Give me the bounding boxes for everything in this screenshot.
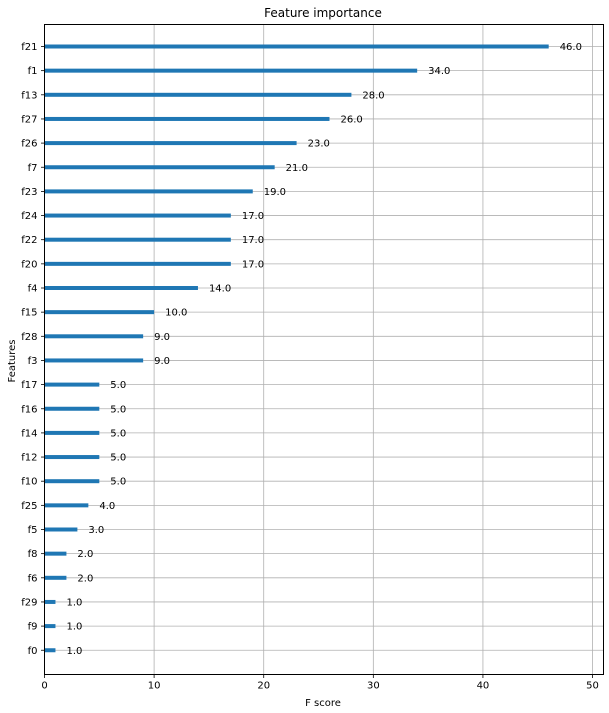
- y-tick-label-f5: f5: [28, 525, 38, 536]
- x-tick-label: 40: [477, 681, 490, 692]
- grid: [44, 24, 604, 675]
- x-tick-label: 30: [367, 681, 380, 692]
- bar-f28: [44, 334, 144, 339]
- y-tick-label-f15: f15: [21, 308, 37, 319]
- y-tick-label-f9: f9: [28, 622, 38, 633]
- y-tick-label-f16: f16: [21, 404, 37, 415]
- y-tick-label-f23: f23: [21, 187, 37, 198]
- bar-f13: [44, 92, 352, 97]
- value-label-f4: 14.0: [209, 284, 231, 295]
- x-axis-title: F score: [305, 698, 341, 709]
- value-label-f13: 28.0: [362, 90, 384, 101]
- bar-f0: [44, 648, 56, 653]
- y-tick-label-f27: f27: [21, 114, 37, 125]
- value-label-f15: 10.0: [165, 308, 187, 319]
- bar-f1: [44, 68, 418, 73]
- bar-f9: [44, 624, 56, 629]
- y-tick-label-f17: f17: [21, 380, 37, 391]
- bar-f24: [44, 213, 231, 218]
- bar-f10: [44, 479, 100, 484]
- y-tick-label-f20: f20: [21, 259, 37, 270]
- x-tick-label: 10: [148, 681, 161, 692]
- value-label-f22: 17.0: [242, 235, 264, 246]
- x-tick-label: 50: [586, 681, 599, 692]
- value-label-f27: 26.0: [340, 114, 362, 125]
- bar-f23: [44, 189, 253, 194]
- y-tick-label-f24: f24: [21, 211, 37, 222]
- value-label-f24: 17.0: [242, 211, 264, 222]
- x-tick-label: 0: [41, 681, 47, 692]
- y-tick-label-f10: f10: [21, 477, 37, 488]
- value-label-f28: 9.0: [154, 332, 170, 343]
- value-label-f10: 5.0: [110, 477, 126, 488]
- value-labels: 46.0 34.0 28.0 26.0 23.0 21.0 19.0 17.0 17.0 17.0…: [66, 42, 582, 657]
- bar-f16: [44, 406, 100, 411]
- value-label-f21: 46.0: [560, 42, 582, 53]
- value-label-f29: 1.0: [66, 597, 82, 608]
- value-label-f3: 9.0: [154, 356, 170, 367]
- y-axis-ticks: f21 f1 f13 f27 f26 f7 f23 f24 f22 f20 f4 f15 f28 f3 f1…: [21, 42, 45, 657]
- y-tick-label-f0: f0: [28, 646, 38, 657]
- y-tick-label-f14: f14: [21, 428, 37, 439]
- bar-f25: [44, 503, 89, 508]
- y-tick-label-f21: f21: [21, 42, 37, 53]
- bar-f21: [44, 44, 549, 49]
- bar-f22: [44, 237, 231, 242]
- bar-f15: [44, 310, 155, 315]
- y-tick-label-f25: f25: [21, 501, 37, 512]
- value-label-f14: 5.0: [110, 428, 126, 439]
- bar-f8: [44, 551, 67, 556]
- value-label-f8: 2.0: [77, 549, 93, 560]
- bar-f17: [44, 382, 100, 387]
- x-axis-ticks: 0 10 20 30 40 50: [41, 674, 599, 692]
- y-tick-label-f13: f13: [21, 90, 37, 101]
- bar-f5: [44, 527, 78, 532]
- y-tick-label-f29: f29: [21, 597, 37, 608]
- bar-f14: [44, 430, 100, 435]
- value-label-f23: 19.0: [264, 187, 286, 198]
- y-tick-label-f22: f22: [21, 235, 37, 246]
- bars: [44, 44, 549, 653]
- y-tick-label-f12: f12: [21, 453, 37, 464]
- y-tick-label-f7: f7: [28, 163, 38, 174]
- value-label-f16: 5.0: [110, 404, 126, 415]
- y-tick-label-f3: f3: [28, 356, 38, 367]
- y-tick-label-f6: f6: [28, 573, 38, 584]
- value-label-f1: 34.0: [428, 66, 450, 77]
- y-tick-label-f28: f28: [21, 332, 37, 343]
- value-label-f25: 4.0: [99, 501, 115, 512]
- y-tick-label-f26: f26: [21, 139, 37, 150]
- bar-f29: [44, 599, 56, 604]
- chart-title: Feature importance: [264, 6, 382, 20]
- y-tick-label-f8: f8: [28, 549, 38, 560]
- bar-f4: [44, 286, 198, 290]
- bar-f6: [44, 575, 67, 580]
- bar-f7: [44, 165, 275, 170]
- x-tick-label: 20: [257, 681, 270, 692]
- value-label-f7: 21.0: [286, 163, 308, 174]
- bar-f26: [44, 141, 297, 146]
- y-tick-label-f4: f4: [28, 284, 38, 295]
- bar-f12: [44, 455, 100, 460]
- value-label-f17: 5.0: [110, 380, 126, 391]
- y-axis-title: Features: [7, 340, 18, 383]
- value-label-f20: 17.0: [242, 259, 264, 270]
- value-label-f6: 2.0: [77, 573, 93, 584]
- bar-f27: [44, 116, 330, 121]
- value-label-f5: 3.0: [88, 525, 104, 536]
- value-label-f0: 1.0: [66, 646, 82, 657]
- value-label-f26: 23.0: [308, 139, 330, 150]
- value-label-f9: 1.0: [66, 622, 82, 633]
- bar-f20: [44, 261, 231, 266]
- value-label-f12: 5.0: [110, 453, 126, 464]
- y-tick-label-f1: f1: [28, 66, 38, 77]
- plot-frame: [44, 24, 604, 675]
- bar-f3: [44, 358, 144, 363]
